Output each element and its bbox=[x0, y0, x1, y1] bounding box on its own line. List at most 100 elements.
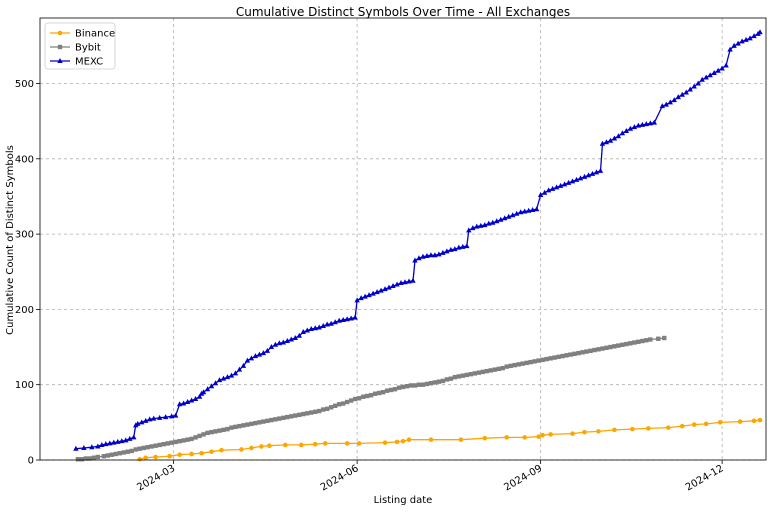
bybit-point bbox=[313, 409, 318, 415]
mexc-point bbox=[440, 249, 446, 255]
bybit-point bbox=[340, 401, 346, 406]
bybit-point bbox=[512, 362, 517, 368]
mexc-point bbox=[362, 293, 368, 299]
bybit-point bbox=[376, 390, 382, 396]
bybit-point bbox=[628, 341, 633, 346]
legend-label-binance: Binance bbox=[75, 29, 115, 40]
bybit-point bbox=[456, 374, 462, 379]
mexc-point bbox=[139, 419, 145, 425]
binance-point bbox=[189, 451, 194, 457]
mexc-point bbox=[675, 94, 681, 100]
mexc-point bbox=[358, 295, 364, 301]
mexc-point bbox=[470, 225, 476, 231]
mexc-point bbox=[296, 332, 302, 338]
bybit-point bbox=[201, 432, 206, 437]
bybit-point bbox=[95, 454, 101, 460]
bybit-point bbox=[432, 380, 438, 385]
bybit-point bbox=[560, 353, 565, 359]
binance-point bbox=[428, 437, 434, 442]
mexc-point bbox=[374, 289, 380, 295]
mexc-point bbox=[172, 412, 179, 418]
bybit-point bbox=[277, 416, 282, 421]
bybit-point bbox=[177, 438, 182, 444]
mexc-point bbox=[264, 347, 271, 353]
bybit-point bbox=[253, 420, 258, 426]
bybit-point bbox=[237, 423, 242, 429]
bybit-point bbox=[408, 383, 414, 388]
bybit-point bbox=[620, 342, 625, 347]
mexc-point bbox=[208, 383, 215, 389]
mexc-point bbox=[240, 362, 247, 368]
mexc-point bbox=[611, 135, 618, 141]
bybit-point bbox=[169, 440, 174, 445]
bybit-point bbox=[632, 340, 637, 345]
mexc-point bbox=[252, 353, 259, 359]
mexc-point bbox=[300, 328, 306, 334]
bybit-point bbox=[388, 387, 394, 393]
mexc-point bbox=[466, 227, 472, 233]
mexc-point bbox=[119, 438, 125, 444]
mexc-point bbox=[81, 444, 87, 450]
mexc-point bbox=[332, 319, 338, 325]
mexc-point bbox=[603, 139, 610, 145]
mexc-point bbox=[585, 172, 592, 178]
mexc-point bbox=[386, 284, 392, 290]
mexc-point bbox=[420, 253, 426, 259]
bybit-point bbox=[336, 402, 342, 407]
mexc-point bbox=[715, 67, 721, 73]
bybit-point bbox=[520, 361, 525, 366]
mexc-point bbox=[581, 173, 588, 179]
bybit-point bbox=[612, 344, 617, 349]
binance-point bbox=[570, 431, 575, 436]
binance-point bbox=[757, 417, 763, 423]
binance-point bbox=[143, 455, 149, 461]
bybit-point bbox=[480, 369, 485, 375]
bybit-point bbox=[584, 349, 589, 354]
mexc-point bbox=[232, 370, 239, 376]
mexc-point bbox=[398, 280, 404, 286]
legend: Binance Bybit MEXC bbox=[44, 22, 116, 70]
mexc-point bbox=[456, 244, 462, 250]
y-tick-label: 200 bbox=[15, 305, 34, 316]
bybit-point bbox=[544, 356, 549, 362]
bybit-point bbox=[644, 338, 649, 343]
bybit-point bbox=[83, 456, 89, 461]
mexc-point bbox=[378, 287, 384, 293]
bybit-point bbox=[225, 426, 230, 432]
mexc-point bbox=[188, 397, 195, 403]
bybit-point bbox=[428, 380, 434, 386]
mexc-point bbox=[631, 124, 638, 130]
y-axis-label: Cumulative Count of Distinct Symbols bbox=[5, 145, 16, 335]
binance-point bbox=[582, 429, 587, 435]
mexc-point bbox=[236, 366, 243, 372]
mexc-point bbox=[115, 438, 121, 444]
bybit-point bbox=[285, 414, 290, 420]
bybit-point bbox=[273, 417, 278, 422]
bybit-point bbox=[185, 437, 190, 442]
bybit-point bbox=[556, 354, 561, 360]
binance-point bbox=[400, 438, 406, 444]
mexc-point bbox=[573, 176, 580, 182]
bybit-point bbox=[153, 443, 158, 448]
mexc-point bbox=[150, 415, 157, 421]
legend-label-bybit: Bybit bbox=[75, 43, 101, 54]
bybit-point bbox=[113, 451, 118, 457]
binance-point bbox=[596, 429, 601, 434]
mexc-point bbox=[354, 297, 360, 303]
bybit-point bbox=[596, 347, 601, 352]
mexc-point bbox=[743, 36, 749, 42]
bybit-point bbox=[580, 350, 585, 355]
mexc-point bbox=[432, 252, 438, 258]
binance-point bbox=[665, 425, 671, 430]
mexc-point bbox=[212, 380, 219, 386]
bybit-point bbox=[464, 372, 470, 378]
mexc-point bbox=[312, 325, 318, 331]
bybit-point bbox=[448, 376, 454, 381]
binance-point bbox=[679, 423, 685, 429]
bybit-point bbox=[332, 403, 338, 408]
binance-point bbox=[522, 435, 527, 440]
mexc-point bbox=[577, 175, 584, 181]
mexc-point bbox=[486, 220, 492, 226]
bybit-point bbox=[516, 362, 521, 367]
mexc-point bbox=[244, 357, 251, 363]
